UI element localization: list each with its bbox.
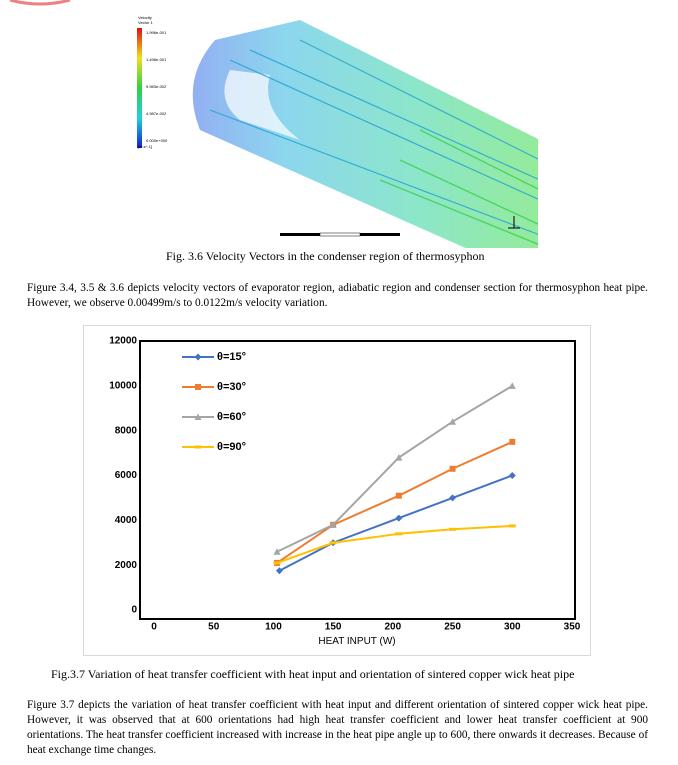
legend-marker (195, 384, 201, 390)
y-tick-label: 10000 (109, 380, 137, 391)
point (273, 548, 281, 555)
legend-label: 1.996e-001 (146, 30, 167, 35)
legend-title: Vector 1 (138, 20, 153, 25)
figure-caption: Fig. 3.6 Velocity Vectors in the condens… (166, 249, 485, 263)
point (395, 532, 403, 536)
point (395, 454, 403, 461)
point (329, 521, 337, 528)
point (449, 465, 456, 472)
cfd-figure: Velocity Vector 1 1.996e-001 1.498e-001 … (9, 0, 538, 248)
scale-bar (280, 232, 400, 237)
legend-marker (194, 413, 202, 420)
chart: HEAT INPUT (W) 0200040006000800010000120… (83, 325, 591, 656)
point (395, 492, 402, 499)
legend-label: θ=30° (217, 381, 246, 393)
brand: ANSYS (517, 13, 538, 19)
y-tick-label: 12000 (109, 336, 137, 347)
x-tick-label: 300 (504, 622, 521, 633)
y-tick-label: 4000 (115, 515, 138, 526)
y-tick-label: 0 (131, 605, 137, 616)
point (273, 561, 281, 565)
legend-label: 4.987e-002 (146, 111, 167, 116)
legend-label: θ=60° (217, 411, 246, 423)
point (449, 527, 457, 531)
point (508, 524, 516, 528)
legend-title: Velocity (138, 15, 152, 20)
chart-area (83, 325, 591, 656)
decoration (9, 0, 71, 6)
legend-label: [m s^-1] (138, 144, 152, 149)
legend-label: 9.983e-002 (146, 84, 167, 89)
point (449, 494, 457, 502)
legend-label: θ=15° (217, 351, 246, 363)
legend-marker (194, 353, 202, 361)
point (509, 438, 516, 445)
x-tick-label: 0 (151, 622, 157, 633)
point (395, 514, 403, 522)
x-tick-label: 200 (385, 622, 402, 633)
legend-marker (194, 445, 202, 449)
x-tick-label: 100 (265, 622, 282, 633)
legend-label: 1.498e-001 (146, 57, 167, 62)
legend-label: 0.000e+000 (146, 138, 168, 143)
legend-label: θ=90° (217, 441, 246, 453)
point (449, 418, 457, 425)
colorbar (137, 28, 142, 148)
axis-triad (508, 216, 520, 229)
x-tick-label: 150 (325, 622, 342, 633)
figure-caption: Fig.3.7 Variation of heat transfer coeff… (51, 667, 575, 681)
x-tick-label: 50 (208, 622, 220, 633)
y-tick-label: 6000 (115, 470, 138, 481)
point (329, 541, 337, 545)
point (508, 382, 516, 389)
x-tick-label: 350 (564, 622, 581, 633)
x-tick-label: 250 (444, 622, 461, 633)
paragraph: Figure 3.4, 3.5 & 3.6 depicts velocity v… (27, 282, 648, 309)
x-axis-label: HEAT INPUT (W) (318, 636, 395, 647)
plot-frame (139, 340, 576, 620)
y-tick-label: 2000 (115, 560, 138, 571)
y-tick-label: 8000 (115, 425, 138, 436)
tube (192, 20, 538, 248)
paragraph: Figure 3.7 depicts the variation of heat… (27, 699, 648, 756)
point (508, 472, 516, 479)
point (275, 567, 283, 575)
